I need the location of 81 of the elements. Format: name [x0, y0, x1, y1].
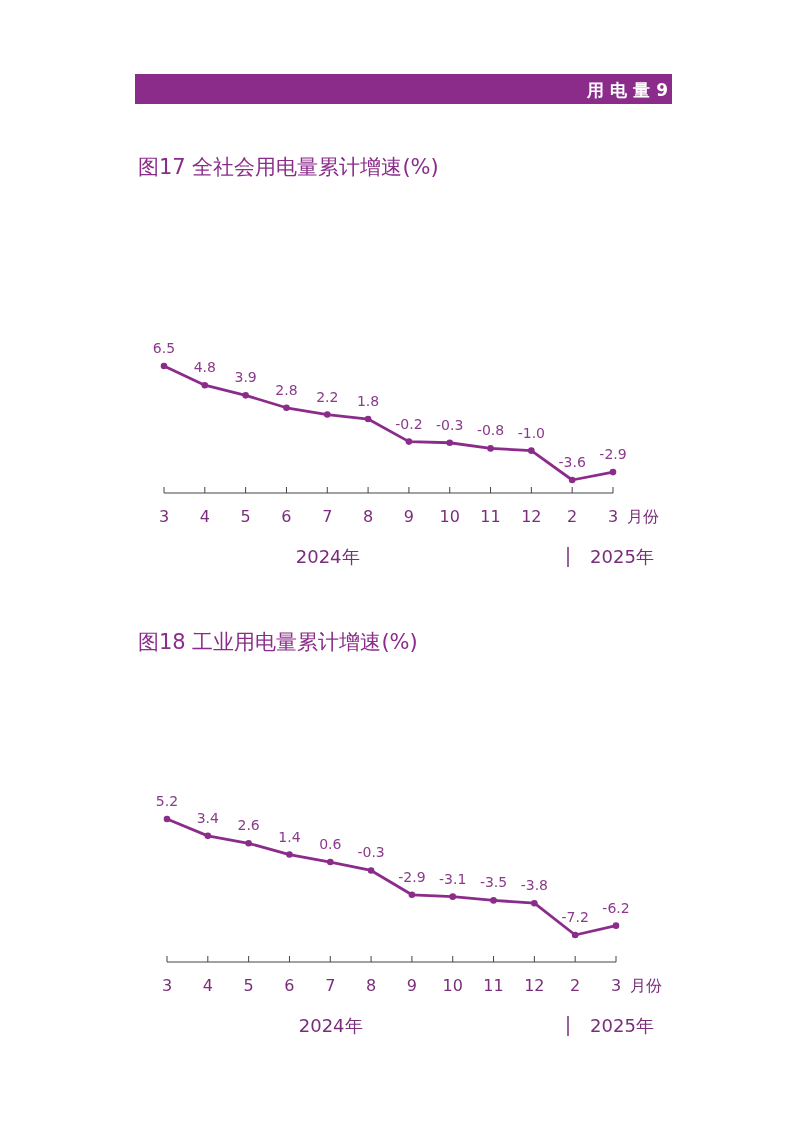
point — [163, 815, 171, 823]
text: 2024年 — [295, 546, 360, 567]
point — [528, 447, 535, 454]
x-tick-label: 7 — [322, 507, 333, 526]
x-tick-label: 5 — [240, 507, 251, 526]
x-axis-title: 月份 — [630, 976, 662, 995]
data-label: -3.6 — [558, 454, 586, 470]
x-axis-title: 月份 — [627, 507, 659, 526]
x-tick-label: 3 — [607, 507, 619, 526]
x-tick-label: 7 — [325, 976, 336, 995]
x-tick-label: 9 — [403, 507, 414, 526]
x-tick-label: 3 — [158, 507, 170, 526]
data-label: -3.8 — [520, 877, 549, 894]
x-tick-label: 2 — [570, 976, 581, 995]
x-tick-label: 3 — [610, 976, 622, 995]
x-tick-label: 8 — [366, 976, 377, 995]
point — [160, 362, 168, 370]
x-tick-label: 8 — [363, 507, 374, 526]
x-tick-label: 4 — [202, 976, 213, 995]
chart-title: 图17 全社会用电量累计增速(%) — [138, 155, 439, 179]
point — [531, 899, 538, 907]
x-tick-label: 9 — [406, 976, 417, 995]
x-tick-label: 5 — [243, 976, 254, 995]
x-tick-label: 12 — [524, 976, 545, 995]
point — [609, 468, 617, 476]
x-tick-label: 3 — [161, 976, 173, 995]
data-label: -3.1 — [439, 870, 467, 887]
point — [446, 439, 454, 447]
data-label: -0.3 — [436, 416, 464, 433]
data-label: 2.6 — [237, 817, 260, 834]
data-label: -0.2 — [395, 415, 423, 432]
point — [323, 411, 331, 418]
text: 2024年 — [298, 1015, 363, 1036]
data-label: 1.8 — [356, 393, 380, 410]
point — [568, 476, 576, 484]
text: 2025年 — [590, 1015, 654, 1036]
data-label: 1.4 — [278, 828, 301, 845]
x-tick-label: 10 — [442, 976, 463, 995]
point — [612, 922, 620, 929]
x-tick-label: 4 — [199, 507, 210, 526]
data-label: 2.2 — [316, 388, 339, 405]
data-label: -6.2 — [602, 899, 630, 916]
point — [326, 858, 334, 866]
data-label: 3.9 — [234, 369, 257, 386]
data-label: 2.8 — [275, 381, 298, 398]
data-label: 5.2 — [155, 793, 179, 809]
point — [242, 392, 249, 399]
point — [245, 840, 252, 847]
data-label: -0.8 — [476, 422, 505, 439]
x-tick-label: 12 — [521, 507, 542, 526]
x-tick-label: 11 — [480, 507, 501, 526]
data-label: -2.9 — [599, 446, 627, 463]
point — [487, 445, 494, 452]
point — [204, 832, 212, 840]
x-tick-label: 2 — [567, 507, 578, 526]
data-label: 0.6 — [319, 836, 342, 853]
point — [367, 867, 375, 874]
point — [405, 438, 413, 445]
data-label: 4.8 — [193, 359, 216, 376]
data-label: -7.2 — [561, 909, 589, 925]
point — [490, 897, 497, 904]
x-tick-label: 10 — [439, 507, 460, 526]
data-label: -1.0 — [517, 424, 546, 441]
data-label: -0.3 — [357, 844, 385, 861]
point — [571, 931, 579, 939]
point — [408, 891, 416, 899]
data-label: -2.9 — [398, 868, 426, 885]
x-tick-label: 6 — [284, 976, 295, 995]
data-label: -3.5 — [479, 874, 508, 891]
point — [283, 404, 290, 412]
point — [449, 893, 457, 900]
point — [364, 415, 372, 423]
x-tick-label: 6 — [281, 507, 292, 526]
data-label: 6.5 — [152, 340, 176, 356]
point — [286, 851, 293, 858]
x-tick-label: 11 — [483, 976, 504, 995]
point — [201, 381, 209, 389]
text: 2025年 — [590, 546, 654, 567]
text: 用 电 量 9 — [586, 80, 668, 100]
chart-title: 图18 工业用电量累计增速(%) — [138, 630, 418, 654]
data-label: 3.4 — [196, 809, 220, 826]
